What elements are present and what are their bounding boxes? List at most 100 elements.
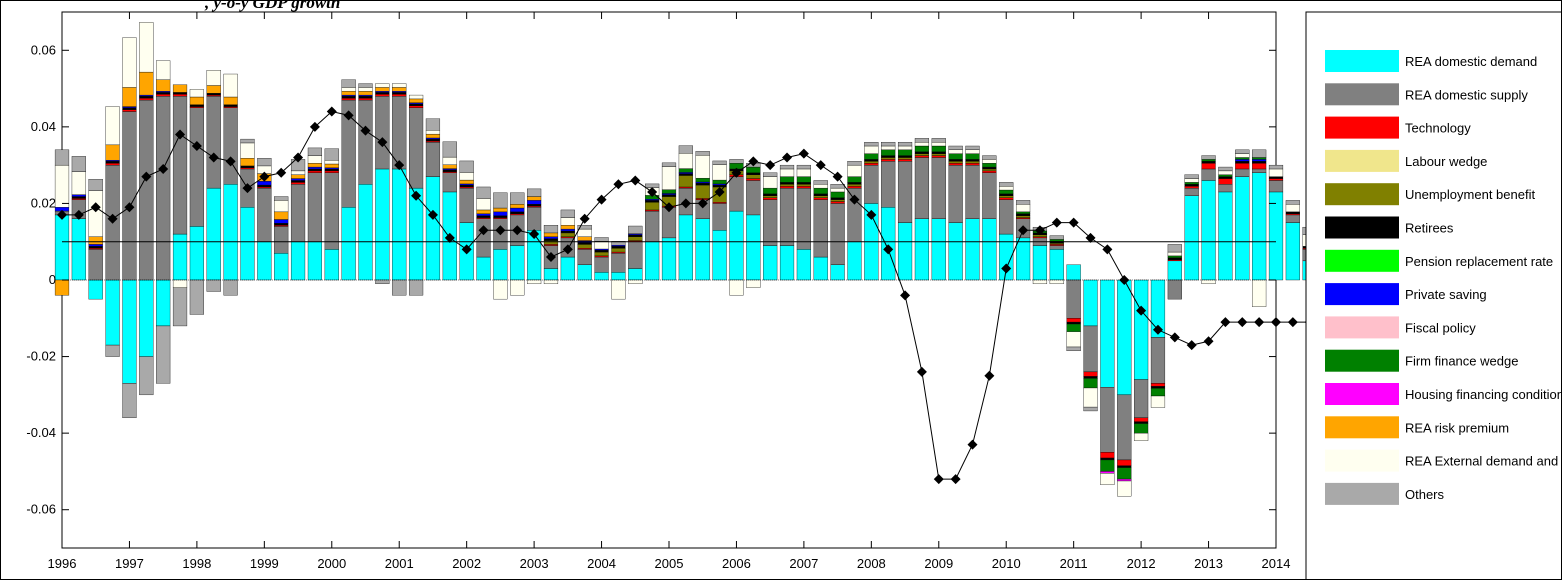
bar-segment — [122, 279, 137, 384]
bar-segment — [628, 268, 643, 281]
bar-segment — [527, 200, 542, 205]
bar-segment — [779, 184, 795, 187]
y-tick-label: 0 — [49, 272, 56, 287]
bar-segment — [661, 237, 677, 281]
bar-segment — [341, 96, 356, 99]
bar-segment — [139, 96, 154, 99]
bar-segment — [425, 176, 441, 281]
bar-segment — [965, 218, 980, 281]
bar-segment — [1285, 214, 1300, 223]
bar-segment — [476, 186, 491, 199]
bar-segment — [240, 207, 255, 281]
bar-segment — [493, 215, 508, 218]
total-marker — [411, 190, 422, 201]
total-marker — [900, 290, 911, 301]
bar-segment — [1015, 215, 1031, 218]
bar-segment — [290, 180, 306, 183]
bar-segment — [796, 168, 811, 177]
total-marker — [782, 152, 793, 163]
bar-segment — [813, 199, 828, 258]
bar-segment — [1285, 222, 1300, 281]
bar-segment — [982, 172, 997, 219]
bar-segment — [999, 195, 1014, 198]
bar-segment — [948, 222, 963, 281]
y-tick-label: 0.04 — [31, 119, 56, 134]
total-marker — [933, 474, 944, 485]
x-tick-label: 2009 — [924, 556, 953, 571]
bar-segment — [172, 84, 188, 93]
bar-segment — [661, 162, 677, 167]
bar-segment — [1268, 180, 1284, 193]
total-marker — [1136, 305, 1147, 316]
x-tick-label: 1996 — [48, 556, 77, 571]
bar-segment — [1167, 260, 1182, 281]
bar-segment — [527, 204, 542, 207]
bar-segment — [324, 163, 339, 168]
bar-segment — [577, 228, 592, 237]
bar-segment — [274, 253, 289, 281]
bar-segment — [257, 181, 272, 186]
bar-segment — [982, 163, 997, 168]
bar-segment — [864, 164, 879, 204]
bar-segment — [1252, 163, 1267, 170]
bar-segment — [156, 96, 171, 281]
bar-segment — [493, 192, 508, 209]
bar-segment — [914, 138, 930, 143]
bar-segment — [931, 145, 946, 152]
bar-segment — [206, 85, 221, 94]
bar-segment — [274, 226, 289, 254]
bar-segment — [1235, 157, 1250, 160]
legend-label: Firm finance wedge — [1405, 354, 1518, 369]
bar-segment — [1252, 149, 1267, 158]
bar-segment — [257, 158, 272, 167]
bar-segment — [628, 234, 643, 237]
bar-segment — [510, 204, 525, 209]
bar-segment — [695, 182, 710, 186]
bar-segment — [1252, 159, 1267, 162]
bar-segment — [71, 218, 86, 281]
legend-label: Pension replacement rate — [1405, 254, 1553, 269]
bar-segment — [122, 107, 137, 110]
bar-segment — [307, 170, 323, 173]
legend-swatch — [1325, 50, 1399, 72]
bar-segment — [324, 170, 339, 173]
bar-segment — [1252, 157, 1267, 160]
total-marker — [1254, 317, 1265, 328]
bar-segment — [678, 175, 693, 188]
x-tick-label: 2000 — [317, 556, 346, 571]
total-marker — [967, 439, 978, 450]
total-marker — [394, 160, 405, 171]
bar-segment — [459, 160, 474, 173]
total-marker — [883, 244, 894, 255]
bar-segment — [931, 138, 946, 143]
bar-segment — [510, 279, 525, 296]
bar-segment — [206, 279, 221, 292]
total-marker — [1119, 275, 1130, 285]
total-marker — [866, 209, 877, 220]
legend-label: REA domestic demand — [1405, 54, 1537, 69]
bar-segment — [982, 155, 997, 160]
bar-segment — [1167, 279, 1182, 300]
bar-segment — [965, 145, 980, 151]
bar-segment — [577, 236, 592, 241]
bar-segment — [341, 207, 356, 281]
bar-segment — [1066, 331, 1081, 348]
total-marker — [765, 160, 776, 171]
bar-segment — [358, 87, 373, 92]
bar-segment — [594, 272, 609, 281]
bar-segment — [1117, 467, 1132, 480]
bar-segment — [611, 253, 626, 273]
legend-label: Unemployment benefit — [1405, 187, 1535, 202]
bar-segment — [1066, 318, 1081, 323]
bar-segment — [1134, 417, 1149, 422]
bar-segment — [172, 279, 188, 288]
bar-segment — [577, 249, 592, 265]
total-marker — [562, 244, 573, 255]
bar-segment — [982, 166, 997, 170]
total-marker — [545, 252, 556, 263]
total-marker — [90, 202, 101, 213]
bar-segment — [881, 145, 896, 151]
x-tick-label: 2013 — [1194, 556, 1223, 571]
bar-segment — [594, 256, 609, 273]
bar-segment — [139, 71, 154, 96]
